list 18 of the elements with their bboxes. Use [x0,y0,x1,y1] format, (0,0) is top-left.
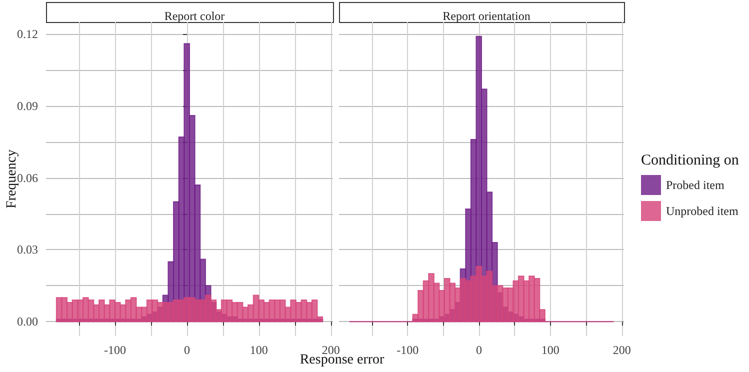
x-tick-label: 100 [541,343,560,357]
y-axis-title: Frequency [4,149,20,209]
y-tick-label: 0.03 [17,242,38,257]
y-tick-label: 0.09 [17,98,38,113]
legend-title: Conditioning on [641,152,740,168]
chart-title: Report color [164,9,225,23]
y-tick-label: 0.06 [17,170,38,185]
x-tick-label: 0 [476,343,482,357]
chart-title: Report orientation [442,9,530,23]
x-tick-label: 100 [250,343,268,357]
legend-label: Probed item [666,178,725,192]
legend-label: Unprobed item [666,204,739,218]
y-tick-label: 0.00 [17,314,38,329]
x-tick-label: -100 [396,343,419,357]
y-tick-label: 0.12 [17,26,38,41]
x-tick-label: 0 [184,343,190,357]
x-tick-label: -100 [104,343,126,357]
x-tick-label: 200 [612,343,631,357]
